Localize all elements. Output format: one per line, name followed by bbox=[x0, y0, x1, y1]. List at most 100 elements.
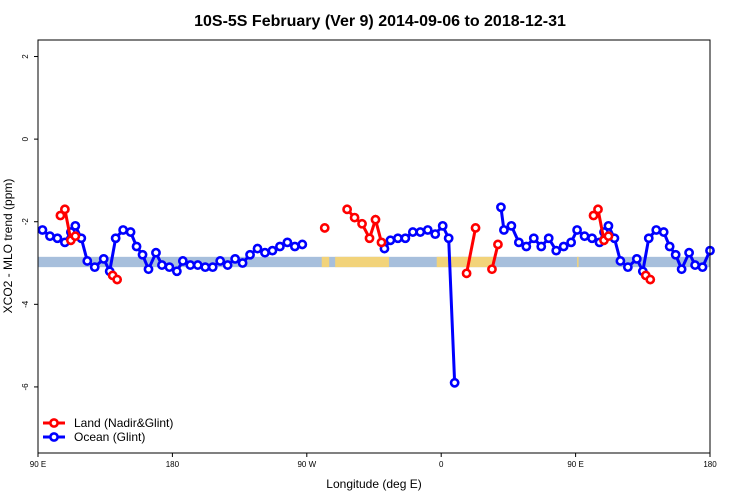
data-point bbox=[643, 233, 654, 244]
y-axis: 2 0 -2 -4 -6 bbox=[21, 54, 38, 391]
x-axis: 90 E 180 90 W 0 90 E 180 bbox=[30, 453, 717, 469]
data-point bbox=[267, 245, 278, 256]
land-band bbox=[462, 256, 494, 268]
x-tick-label: 0 bbox=[439, 460, 444, 469]
data-point bbox=[70, 231, 81, 242]
data-point bbox=[98, 253, 109, 264]
data-point bbox=[392, 233, 403, 244]
data-point bbox=[551, 245, 562, 256]
data-point bbox=[207, 262, 218, 273]
chart-title: 10S-5S February (Ver 9) 2014-09-06 to 20… bbox=[194, 13, 566, 30]
data-point bbox=[376, 237, 387, 248]
data-point bbox=[449, 377, 460, 388]
data-point bbox=[622, 262, 633, 273]
data-point bbox=[430, 229, 441, 240]
data-point bbox=[319, 223, 330, 233]
legend: Land (Nadir&Glint)Ocean (Glint) bbox=[43, 416, 173, 444]
data-point bbox=[579, 231, 590, 242]
data-point bbox=[59, 204, 70, 215]
x-tick-label: 90 E bbox=[30, 460, 46, 469]
y-tick-label: -6 bbox=[21, 383, 30, 391]
data-point bbox=[55, 210, 66, 221]
data-point bbox=[658, 227, 669, 237]
data-point bbox=[237, 258, 248, 268]
data-point bbox=[664, 241, 675, 252]
data-point bbox=[200, 262, 211, 273]
data-point bbox=[125, 227, 136, 237]
land-band bbox=[321, 256, 330, 268]
data-point bbox=[230, 253, 241, 264]
data-point bbox=[131, 241, 142, 252]
data-point bbox=[118, 225, 129, 235]
data-point bbox=[407, 227, 418, 237]
data-point bbox=[349, 212, 360, 223]
data-point bbox=[521, 241, 532, 252]
data-point bbox=[45, 231, 55, 242]
data-point bbox=[245, 249, 255, 260]
y-tick-label: 0 bbox=[21, 136, 30, 141]
data-point bbox=[385, 235, 396, 246]
data-point bbox=[137, 249, 148, 260]
y-tick-label: 2 bbox=[21, 54, 30, 59]
data-point bbox=[676, 264, 687, 275]
data-point bbox=[112, 274, 123, 285]
data-point bbox=[506, 220, 517, 231]
data-point bbox=[164, 262, 175, 273]
legend-label: Land (Nadir&Glint) bbox=[74, 416, 173, 430]
data-point bbox=[222, 260, 233, 270]
data-point bbox=[151, 247, 161, 258]
legend-item: Ocean (Glint) bbox=[43, 430, 145, 444]
data-point bbox=[415, 227, 426, 237]
data-point bbox=[587, 233, 597, 244]
data-point bbox=[513, 237, 524, 248]
x-tick-label: 90 E bbox=[567, 460, 583, 469]
data-point bbox=[82, 256, 93, 266]
data-point bbox=[461, 268, 472, 279]
series-line bbox=[465, 227, 478, 274]
data-point bbox=[603, 231, 614, 242]
series-land bbox=[55, 204, 656, 285]
data-point bbox=[588, 210, 599, 221]
x-axis-label: Longitude (deg E) bbox=[326, 477, 421, 491]
data-point bbox=[297, 239, 308, 250]
data-point bbox=[443, 233, 454, 244]
x-tick-label: 180 bbox=[703, 460, 717, 469]
data-point bbox=[70, 220, 81, 231]
series-layer bbox=[37, 202, 715, 388]
data-point bbox=[260, 247, 270, 258]
x-tick-label: 180 bbox=[166, 460, 180, 469]
data-point bbox=[357, 218, 367, 229]
x-tick-label: 90 W bbox=[297, 460, 316, 469]
data-point bbox=[143, 264, 154, 275]
data-point bbox=[528, 233, 539, 244]
data-point bbox=[370, 214, 381, 225]
legend-label: Ocean (Glint) bbox=[74, 430, 145, 444]
data-point bbox=[37, 225, 48, 235]
data-point bbox=[110, 233, 121, 244]
data-point bbox=[593, 204, 603, 215]
data-point bbox=[89, 262, 100, 273]
data-point bbox=[684, 247, 694, 258]
data-point bbox=[157, 260, 167, 270]
data-point bbox=[572, 225, 582, 235]
data-point bbox=[697, 262, 708, 273]
land-band bbox=[335, 256, 389, 268]
series-line bbox=[383, 223, 457, 383]
data-point bbox=[171, 266, 182, 277]
y-tick-label: -2 bbox=[21, 218, 30, 226]
plot-frame bbox=[37, 39, 711, 454]
land-band bbox=[577, 256, 579, 268]
data-point bbox=[400, 233, 411, 244]
data-point bbox=[558, 241, 569, 252]
data-point bbox=[215, 256, 226, 266]
data-point bbox=[470, 223, 481, 233]
data-point bbox=[615, 256, 626, 266]
y-tick-label: -4 bbox=[21, 300, 30, 308]
data-point bbox=[422, 225, 433, 235]
data-point bbox=[670, 249, 681, 260]
legend-swatch-marker bbox=[49, 432, 59, 442]
data-point bbox=[289, 241, 300, 252]
data-point bbox=[342, 204, 353, 215]
legend-swatch-marker bbox=[49, 418, 59, 428]
data-point bbox=[499, 225, 509, 235]
